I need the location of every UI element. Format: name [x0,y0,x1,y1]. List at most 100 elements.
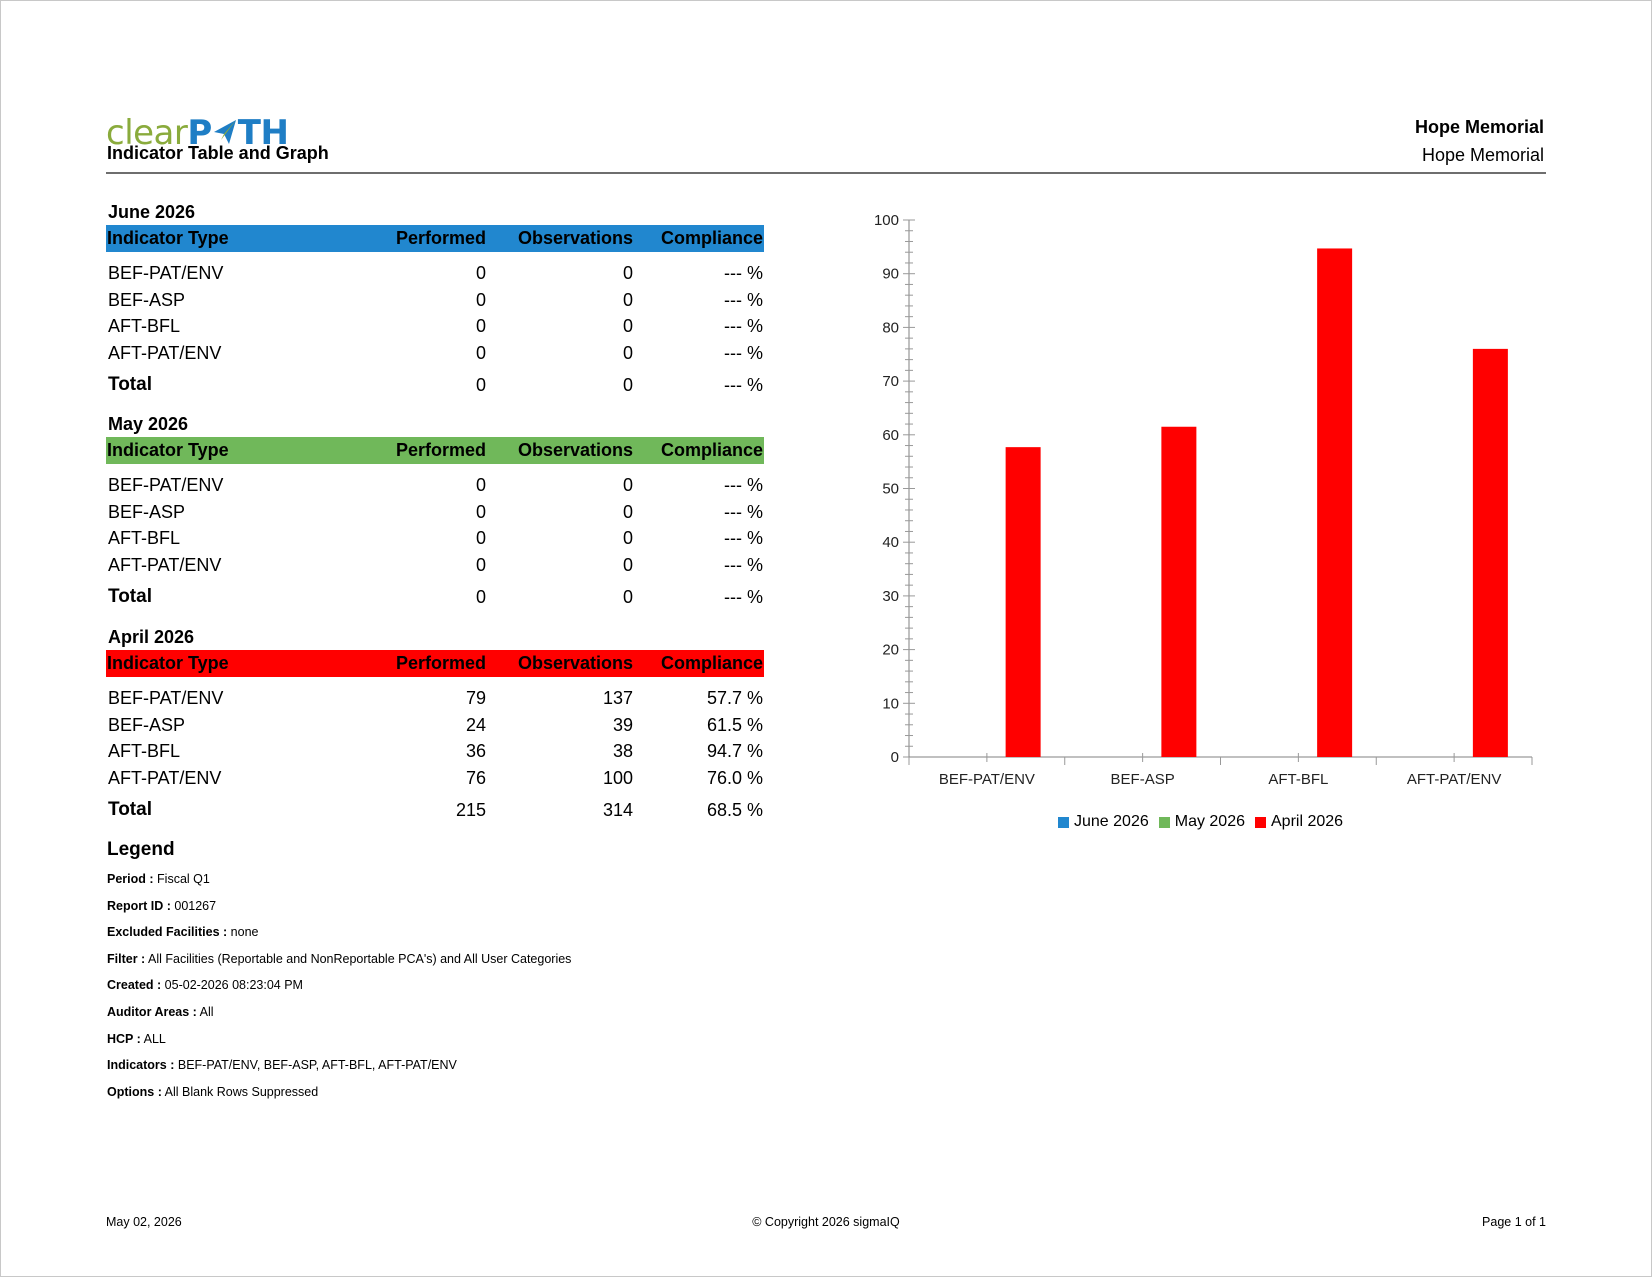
legend-value: 001267 [174,898,217,913]
y-tick-label: 50 [882,481,899,498]
table-row: BEF-ASP 0 0 --- % [106,499,764,526]
total-row: Total 0 0 --- % [106,582,764,612]
legend-value: All Facilities (Reportable and NonReport… [148,951,572,966]
cell-compliance: --- % [724,316,763,336]
paper-plane-icon [213,120,236,144]
month-table-may: May 2026 Indicator Type Performed Observ… [106,413,764,612]
legend-value: Fiscal Q1 [157,872,210,886]
cell-observations: 38 [612,741,633,761]
col-header-type: Indicator Type [107,440,229,460]
table-row: BEF-ASP 24 39 61.5 % [106,712,764,739]
month-title: May 2026 [108,414,189,434]
x-tick-label: AFT-PAT/ENV [1407,771,1501,788]
cell-performed: 0 [475,528,486,548]
table-row: AFT-PAT/ENV 0 0 --- % [106,340,764,367]
cell-compliance: --- % [724,528,763,548]
legend-swatch-june [1058,816,1069,828]
cell-type: BEF-ASP [108,714,186,735]
bar-april-2026 [1317,248,1353,757]
y-tick-label: 70 [882,373,899,390]
legend-item-auditor-areas: Auditor Areas : All [107,999,571,1026]
legend-value: All [199,1004,214,1019]
logo-text-p: P [187,113,212,153]
y-tick-label: 20 [882,642,899,659]
table-header: Indicator Type Performed Observations Co… [106,225,764,252]
legend-series-name: May 2026 [1174,813,1245,830]
cell-performed: 0 [475,289,486,310]
cell-observations: 39 [612,714,633,735]
table-row: BEF-PAT/ENV 0 0 --- % [106,260,764,287]
cell-compliance: --- % [724,342,763,363]
legend-item-created: Created : 05-02-2026 08:23:04 PM [107,972,571,999]
legend-item-indicators: Indicators : BEF-PAT/ENV, BEF-ASP, AFT-B… [107,1052,571,1079]
total-row: Total 0 0 --- % [106,370,764,400]
table-header: Indicator Type Performed Observations Co… [106,650,764,677]
legend-label: HCP : [107,1031,141,1046]
cell-observations: 0 [622,289,633,310]
col-header-performed: Performed [395,653,486,673]
col-header-observations: Observations [517,228,633,248]
legend-label: Options : [107,1084,162,1099]
facility-name-bold: Hope Memorial [1414,117,1544,137]
total-observations: 314 [602,800,633,820]
col-header-performed: Performed [395,440,486,460]
table-row: AFT-BFL 0 0 --- % [106,525,764,552]
x-tick-label: BEF-PAT/ENV [939,771,1035,788]
cell-compliance: --- % [724,475,763,495]
col-header-compliance: Compliance [660,653,763,673]
y-tick-label: 0 [891,749,899,766]
table-header: Indicator Type Performed Observations Co… [106,437,764,464]
facility-name: Hope Memorial [1421,145,1544,165]
cell-observations: 0 [622,263,633,283]
chart-legend: June 2026 May 2026 April 2026 [1058,812,1353,832]
legend-item-options: Options : All Blank Rows Suppressed [107,1079,571,1106]
y-tick-label: 40 [882,534,899,551]
table-row: AFT-BFL 36 38 94.7 % [106,738,764,765]
cell-compliance: 94.7 % [706,741,763,761]
cell-observations: 0 [622,501,633,522]
cell-compliance: 61.5 % [706,714,763,735]
cell-compliance: 57.7 % [706,688,763,708]
total-compliance: --- % [724,587,763,607]
legend-label: Excluded Facilities : [107,925,228,940]
cell-performed: 79 [465,688,486,708]
legend-item-report-id: Report ID : 001267 [107,893,571,920]
report-title: Indicator Table and Graph [107,143,329,163]
y-tick-label: 100 [874,212,899,229]
legend-item-hcp: HCP : ALL [107,1026,571,1053]
col-header-type: Indicator Type [107,653,229,673]
cell-performed: 0 [475,342,486,363]
legend-label: Auditor Areas : [107,1004,197,1019]
cell-observations: 0 [622,554,633,575]
legend-label: Created : [107,978,162,993]
legend-swatch-april [1255,816,1266,828]
clearpath-logo: clearP TH [106,112,289,153]
month-title: April 2026 [108,627,195,647]
cell-type: BEF-ASP [108,289,186,310]
footer-date: May 02, 2026 [106,1215,182,1229]
legend-value: none [230,925,259,940]
legend-value: ALL [143,1031,166,1046]
col-header-observations: Observations [517,653,633,673]
total-performed: 0 [475,587,486,607]
bar-april-2026 [1005,447,1041,757]
col-header-compliance: Compliance [660,440,763,460]
y-tick-label: 30 [882,588,899,605]
legend-series-name: April 2026 [1271,813,1344,830]
total-compliance: 68.5 % [706,800,763,820]
total-row: Total 215 314 68.5 % [106,795,764,825]
cell-type: BEF-ASP [108,501,186,522]
legend-label: Filter : [107,951,146,966]
table-row: BEF-PAT/ENV 79 137 57.7 % [106,685,764,712]
cell-observations: 0 [622,316,633,336]
col-header-type: Indicator Type [107,228,229,248]
cell-performed: 0 [475,475,486,495]
legend-value: BEF-PAT/ENV, BEF-ASP, AFT-BFL, AFT-PAT/E… [177,1058,457,1073]
col-header-performed: Performed [395,228,486,248]
total-observations: 0 [622,375,633,395]
table-body: BEF-PAT/ENV 79 137 57.7 % BEF-ASP 24 39 61.5 %… [106,685,764,791]
month-table-april: April 2026 Indicator Type Performed Obse… [106,626,764,825]
cell-compliance: 76.0 % [706,767,763,788]
table-row: AFT-PAT/ENV 0 0 --- % [106,552,764,579]
col-header-compliance: Compliance [660,228,763,248]
